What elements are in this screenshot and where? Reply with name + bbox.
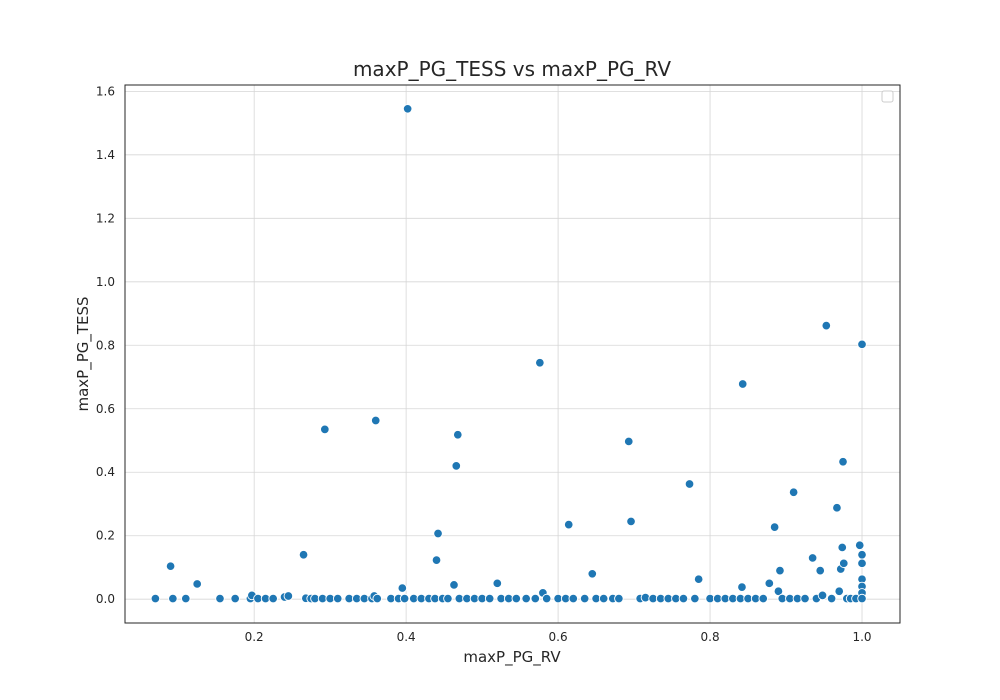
data-point — [320, 424, 330, 435]
data-point — [298, 550, 309, 560]
data-point — [857, 593, 867, 604]
y-tick-label: 1.2 — [96, 211, 115, 225]
data-point — [826, 593, 837, 604]
tick-labels: 0.2 0.4 0.6 0.8 1.0 0.0 0.2 0.4 0.6 0.8 1.0 1.2 1.4 1… — [96, 84, 872, 644]
data-point — [579, 593, 590, 604]
data-point — [769, 522, 780, 532]
data-point — [449, 580, 459, 590]
data-point — [443, 593, 453, 604]
data-point — [775, 565, 785, 576]
data-point — [484, 593, 495, 604]
data-point — [165, 561, 176, 571]
data-point — [563, 519, 574, 530]
data-point — [215, 593, 225, 604]
data-point — [854, 540, 865, 550]
data-point — [737, 379, 748, 389]
y-tick-label: 1.0 — [96, 275, 115, 289]
data-point — [521, 593, 531, 604]
data-point — [511, 593, 522, 604]
data-point — [230, 593, 240, 604]
data-point — [614, 593, 624, 604]
data-point — [402, 104, 413, 114]
data-point — [624, 436, 634, 447]
data-point — [857, 558, 867, 569]
data-point — [817, 590, 828, 601]
data-point — [737, 582, 747, 592]
y-tick-label: 0.8 — [96, 338, 115, 352]
x-tick-label: 1.0 — [852, 630, 871, 644]
data-point — [857, 339, 867, 350]
data-point — [758, 593, 768, 604]
data-point — [168, 593, 178, 604]
data-point — [800, 593, 810, 604]
x-tick-label: 0.4 — [397, 630, 416, 644]
data-point — [857, 550, 867, 560]
data-point — [773, 586, 784, 597]
data-point — [815, 565, 825, 576]
x-tick-label: 0.2 — [245, 630, 264, 644]
y-tick-label: 1.4 — [96, 148, 115, 162]
y-tick-label: 0.0 — [96, 592, 115, 606]
data-point — [492, 578, 503, 589]
data-points — [150, 104, 867, 604]
data-point — [150, 593, 161, 604]
data-point — [268, 593, 278, 604]
data-point — [837, 542, 848, 553]
y-tick-label: 0.4 — [96, 465, 115, 479]
x-tick-label: 0.8 — [701, 630, 720, 644]
data-point — [626, 516, 636, 527]
data-point — [433, 528, 443, 539]
data-point — [332, 593, 343, 604]
data-point — [399, 593, 410, 604]
data-point — [453, 430, 463, 440]
data-point — [530, 593, 541, 604]
chart-title: maxP_PG_TESS vs maxP_PG_RV — [353, 57, 671, 81]
data-point — [764, 578, 775, 589]
plot-frame — [124, 84, 901, 624]
data-point — [431, 555, 442, 565]
data-point — [598, 593, 609, 604]
data-point — [535, 357, 545, 368]
y-tick-label: 0.6 — [96, 402, 115, 416]
data-point — [451, 461, 462, 471]
grid — [125, 85, 900, 623]
data-point — [397, 583, 408, 593]
data-point — [821, 320, 832, 331]
data-point — [839, 558, 849, 569]
data-point — [587, 569, 598, 579]
legend-box — [881, 90, 894, 103]
data-point — [838, 457, 848, 467]
data-point — [568, 593, 579, 604]
x-tick-label: 0.6 — [549, 630, 568, 644]
data-point — [541, 593, 552, 604]
data-point — [181, 593, 191, 604]
data-point — [690, 593, 700, 604]
data-point — [678, 593, 689, 604]
data-point — [807, 553, 818, 563]
y-tick-label: 0.2 — [96, 529, 115, 543]
data-point — [372, 593, 383, 604]
data-point — [834, 586, 844, 597]
data-point — [684, 479, 695, 489]
data-point — [832, 503, 842, 513]
data-point — [370, 415, 381, 426]
y-tick-label: 1.6 — [96, 84, 115, 98]
y-axis-label: maxP_PG_TESS — [74, 296, 93, 411]
data-point — [192, 579, 202, 589]
data-point — [788, 487, 799, 497]
data-point — [283, 591, 294, 601]
data-point — [693, 574, 704, 584]
x-axis-label: maxP_PG_RV — [463, 648, 561, 667]
